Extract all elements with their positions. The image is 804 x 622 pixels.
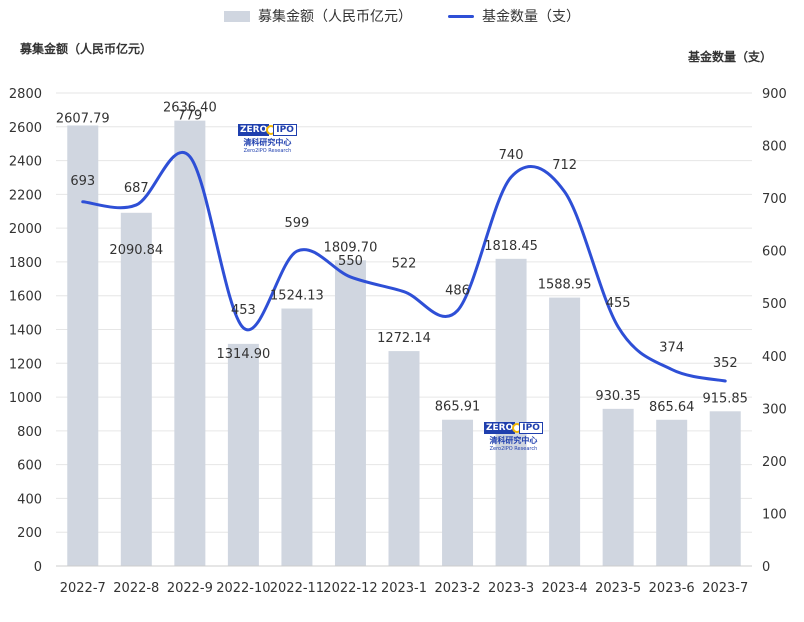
bar-value-label: 2607.79 <box>56 111 110 126</box>
x-tick-label: 2022-12 <box>323 581 377 596</box>
right-tick-label: 400 <box>762 350 787 365</box>
watermark-en: Zero2IPO Research <box>243 148 292 154</box>
watermark-logo: ZERO IPO <box>484 422 543 434</box>
line-value-label: 374 <box>659 340 684 355</box>
left-tick-label: 2600 <box>9 121 42 136</box>
left-tick-label: 2000 <box>9 222 42 237</box>
legend-line-swatch <box>448 14 474 18</box>
bar <box>709 411 741 566</box>
chart-legend: 募集金额（人民币亿元） 基金数量（支） <box>0 4 804 28</box>
watermark-bottom: ZERO IPO 清科研究中心 Zero2IPO Research <box>484 422 543 452</box>
line-value-label: 550 <box>338 254 363 269</box>
bar-value-label: 2090.84 <box>109 243 163 258</box>
bar <box>174 120 206 566</box>
x-tick-label: 2023-2 <box>435 581 481 596</box>
right-axis-title: 基金数量（支） <box>687 50 772 64</box>
bar-value-label: 915.85 <box>702 391 748 406</box>
bar-value-label: 2636.40 <box>163 101 217 116</box>
line-value-label: 712 <box>552 158 577 173</box>
bar <box>388 351 420 566</box>
bar <box>549 297 581 566</box>
bar-value-label: 1588.95 <box>538 278 592 293</box>
left-tick-label: 200 <box>17 526 42 541</box>
right-tick-label: 500 <box>762 297 787 312</box>
line-value-label: 599 <box>285 216 310 231</box>
left-tick-label: 400 <box>17 492 42 507</box>
watermark-top: ZERO IPO 清科研究中心 Zero2IPO Research <box>238 124 297 154</box>
bar <box>281 308 313 566</box>
left-tick-label: 1600 <box>9 290 42 305</box>
left-tick-label: 2200 <box>9 188 42 203</box>
x-tick-label: 2022-10 <box>216 581 270 596</box>
right-tick-label: 800 <box>762 140 787 155</box>
bar <box>120 212 152 567</box>
line-value-label: 779 <box>177 109 202 124</box>
bar-value-label: 1272.14 <box>377 331 431 346</box>
right-tick-label: 200 <box>762 455 787 470</box>
fund-count-line <box>81 151 727 383</box>
bar-value-label: 865.91 <box>435 400 481 415</box>
x-tick-label: 2022-7 <box>60 581 106 596</box>
watermark-cn: 清科研究中心 <box>489 436 538 445</box>
right-tick-label: 600 <box>762 245 787 260</box>
line-value-label: 740 <box>499 148 524 163</box>
right-tick-label: 0 <box>762 560 770 575</box>
line-value-label: 352 <box>713 356 738 371</box>
x-tick-label: 2023-7 <box>702 581 748 596</box>
bar-value-label: 1314.90 <box>217 347 271 362</box>
legend-line-label: 基金数量（支） <box>482 9 580 25</box>
watermark-logo: ZERO IPO <box>238 124 297 136</box>
bar <box>67 125 99 566</box>
line-value-label: 522 <box>392 257 417 272</box>
x-tick-label: 2022-8 <box>113 581 159 596</box>
bar-value-label: 1524.13 <box>270 289 324 304</box>
line-value-label: 693 <box>70 174 95 189</box>
watermark-en: Zero2IPO Research <box>489 446 538 452</box>
x-tick-label: 2023-3 <box>488 581 534 596</box>
bar-value-label: 930.35 <box>595 389 641 404</box>
right-tick-label: 900 <box>762 87 787 102</box>
x-tick-label: 2023-5 <box>595 581 641 596</box>
line-value-label: 453 <box>231 303 256 318</box>
right-tick-label: 100 <box>762 507 787 522</box>
legend-bar-label: 募集金额（人民币亿元） <box>258 9 412 25</box>
legend-item-line[interactable]: 基金数量（支） <box>448 6 580 26</box>
line-value-label: 486 <box>445 284 470 299</box>
watermark-cn: 清科研究中心 <box>243 138 292 147</box>
bar <box>495 258 527 566</box>
bar <box>227 343 259 566</box>
left-tick-label: 600 <box>17 459 42 474</box>
left-tick-label: 1400 <box>9 324 42 339</box>
x-tick-label: 2023-4 <box>542 581 588 596</box>
left-tick-label: 2400 <box>9 155 42 170</box>
right-tick-label: 300 <box>762 402 787 417</box>
right-tick-label: 700 <box>762 192 787 207</box>
left-tick-label: 1200 <box>9 357 42 372</box>
bar <box>334 260 366 566</box>
x-tick-label: 2022-9 <box>167 581 213 596</box>
bar <box>602 408 634 566</box>
line-value-label: 687 <box>124 181 149 196</box>
left-tick-label: 2800 <box>9 87 42 102</box>
left-tick-label: 1000 <box>9 391 42 406</box>
left-tick-label: 0 <box>34 560 42 575</box>
bar <box>656 419 688 566</box>
x-tick-label: 2023-1 <box>381 581 427 596</box>
bar <box>442 419 474 566</box>
bar-value-label: 865.64 <box>649 400 695 415</box>
legend-item-bar[interactable]: 募集金额（人民币亿元） <box>224 6 412 26</box>
left-axis-title: 募集金额（人民币亿元） <box>20 42 153 56</box>
x-tick-label: 2022-11 <box>270 581 324 596</box>
x-tick-label: 2023-6 <box>649 581 695 596</box>
legend-bar-swatch <box>224 10 250 22</box>
bar-value-label: 1818.45 <box>484 239 538 254</box>
left-tick-label: 800 <box>17 425 42 440</box>
line-value-label: 455 <box>606 296 631 311</box>
left-tick-label: 1800 <box>9 256 42 271</box>
bar-value-label: 1809.70 <box>324 240 378 255</box>
